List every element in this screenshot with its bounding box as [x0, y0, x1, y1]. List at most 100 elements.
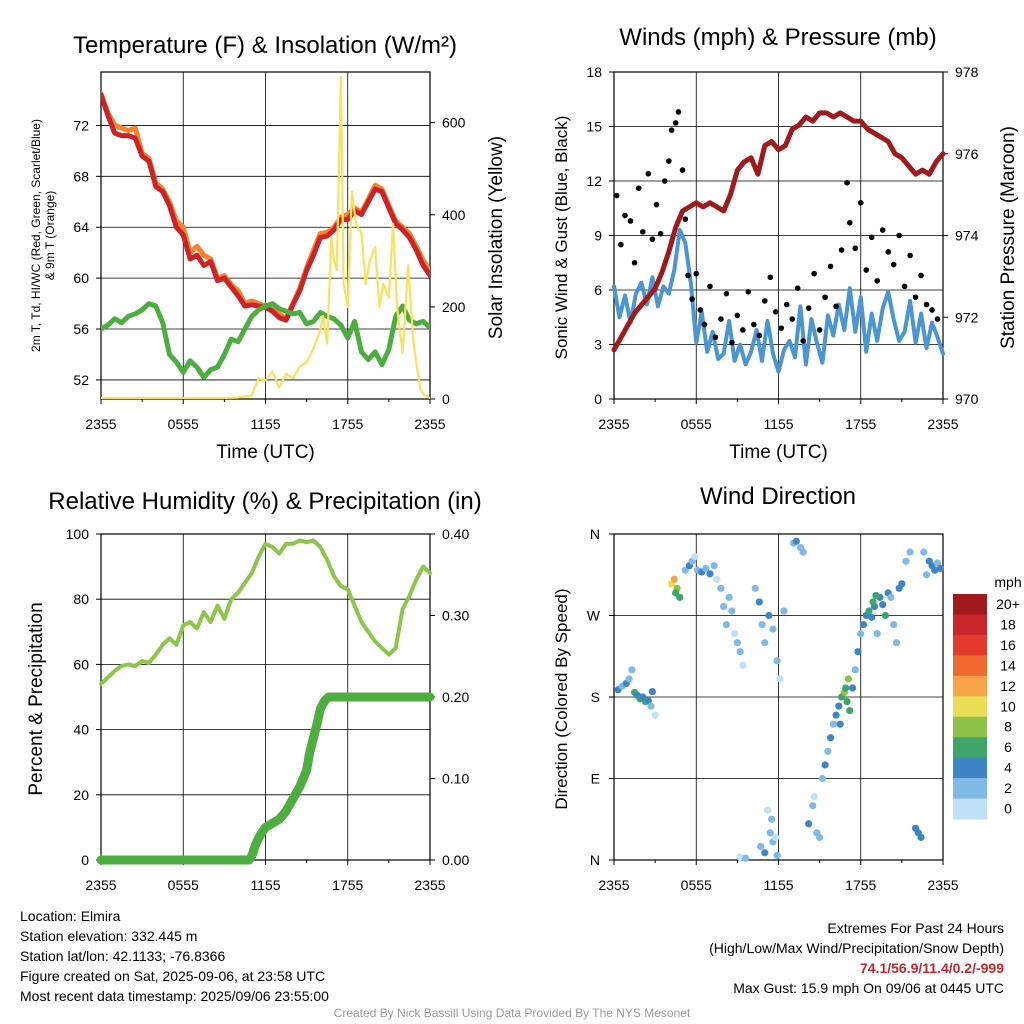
sonic-wind-line — [612, 228, 945, 374]
direction-point — [720, 602, 728, 611]
direction-point — [761, 639, 769, 647]
direction-point — [829, 720, 837, 728]
direction-point — [799, 548, 807, 556]
direction-point — [890, 620, 898, 629]
gust-point — [907, 252, 913, 259]
direction-point — [917, 833, 925, 841]
gust-point — [800, 338, 806, 344]
y-tick-label: 52 — [73, 372, 89, 388]
direction-point — [728, 607, 736, 615]
gust-point — [827, 263, 834, 270]
colorbar-swatch — [953, 634, 987, 656]
gust-point — [934, 316, 941, 322]
direction-point — [676, 593, 684, 601]
gust-point — [729, 339, 735, 346]
direction-point — [936, 564, 944, 573]
y2-tick-label: 0.10 — [442, 771, 469, 787]
gust-point — [734, 312, 741, 319]
y-axis-label: Percent & Precipitation — [26, 602, 47, 795]
y-tick-label: 56 — [73, 321, 89, 337]
gust-point — [751, 321, 757, 328]
colorbar-swatch — [953, 655, 987, 677]
direction-point — [821, 761, 829, 769]
gust-point — [789, 316, 796, 322]
gust-point — [679, 167, 686, 173]
gust-point — [783, 301, 790, 308]
gust-point — [707, 283, 713, 290]
direction-point — [768, 815, 776, 823]
direction-point — [809, 802, 817, 810]
direction-point — [670, 575, 678, 583]
gust-point — [761, 298, 768, 304]
direction-point — [739, 661, 747, 669]
direction-point — [625, 675, 633, 683]
gust-point — [868, 234, 875, 241]
colorbar-tick-label: 4 — [1004, 760, 1012, 776]
direction-point — [792, 537, 800, 545]
latlon-label: Station lat/lon: 42.1133; -76.8366 — [20, 948, 226, 964]
direction-point — [691, 553, 699, 561]
x-tick-label: 1155 — [763, 416, 793, 432]
colorbar-swatch — [953, 778, 987, 800]
colorbar-swatch — [953, 675, 987, 697]
gust-point — [668, 127, 675, 133]
gust-point — [618, 241, 624, 248]
y-tick-label: 40 — [73, 722, 89, 738]
panel-title: Wind Direction — [700, 483, 856, 510]
gust-point — [745, 289, 752, 295]
extremes-subtitle: (High/Low/Max Wind/Precipitation/Snow De… — [709, 940, 1004, 956]
direction-point — [733, 639, 741, 647]
gust-point — [635, 185, 642, 192]
direction-point — [857, 630, 865, 638]
gust-point — [622, 212, 628, 219]
direction-point — [906, 548, 914, 556]
direction-point — [835, 702, 843, 710]
x-tick-label: 1755 — [845, 877, 876, 893]
direction-point — [879, 601, 887, 609]
recent-data-label: Most recent data timestamp: 2025/09/06 2… — [20, 988, 329, 1004]
y-axis-label: Sonic Wind & Gust (Blue, Black) — [552, 116, 571, 360]
direction-point — [898, 580, 906, 588]
direction-point — [769, 625, 777, 633]
y-tick-label: 64 — [73, 219, 89, 235]
station-info: Location: Elmira Station elevation: 332.… — [20, 906, 329, 1006]
colorbar-tick-label: 16 — [1000, 637, 1016, 653]
direction-point — [713, 575, 721, 583]
gust-point — [863, 267, 870, 273]
direction-point — [648, 687, 656, 696]
gust-point — [852, 245, 859, 252]
direction-point — [859, 620, 868, 629]
gust-point — [693, 270, 700, 277]
direction-point — [773, 657, 781, 665]
x-tick-label: 2355 — [927, 877, 958, 893]
y-tick-label: 15 — [586, 119, 602, 135]
gust-point — [844, 180, 850, 186]
gust-point — [685, 272, 691, 279]
direction-point — [922, 571, 931, 579]
x-tick-label: 1755 — [332, 877, 363, 893]
direction-point — [816, 833, 824, 841]
extremes-values: 74.1/56.9/11.4/0.2/-999 — [859, 960, 1004, 976]
direction-point — [902, 557, 910, 565]
colorbar-swatch — [953, 798, 987, 820]
colorbar-tick-label: 10 — [1000, 698, 1016, 714]
gust-point — [689, 296, 695, 302]
panel-title: Relative Humidity (%) & Precipitation (i… — [48, 488, 481, 515]
y-tick-label: N — [590, 526, 600, 542]
y-tick-label: 80 — [73, 591, 89, 607]
direction-point — [772, 833, 780, 841]
y2-tick-label: 974 — [955, 228, 979, 244]
direction-point — [865, 607, 873, 615]
direction-point — [851, 666, 859, 674]
direction-point — [651, 711, 659, 719]
gust-point — [631, 259, 638, 266]
x-tick-label: 2355 — [598, 416, 629, 432]
y-tick-label: 6 — [594, 282, 602, 298]
panel-title: Winds (mph) & Pressure (mb) — [619, 24, 936, 51]
y-tick-label: 9 — [594, 228, 602, 244]
y2-tick-label: 0.40 — [442, 526, 469, 542]
direction-point — [805, 820, 813, 828]
rh-line — [99, 538, 432, 686]
gust-point — [772, 309, 779, 315]
direction-point — [826, 734, 835, 742]
